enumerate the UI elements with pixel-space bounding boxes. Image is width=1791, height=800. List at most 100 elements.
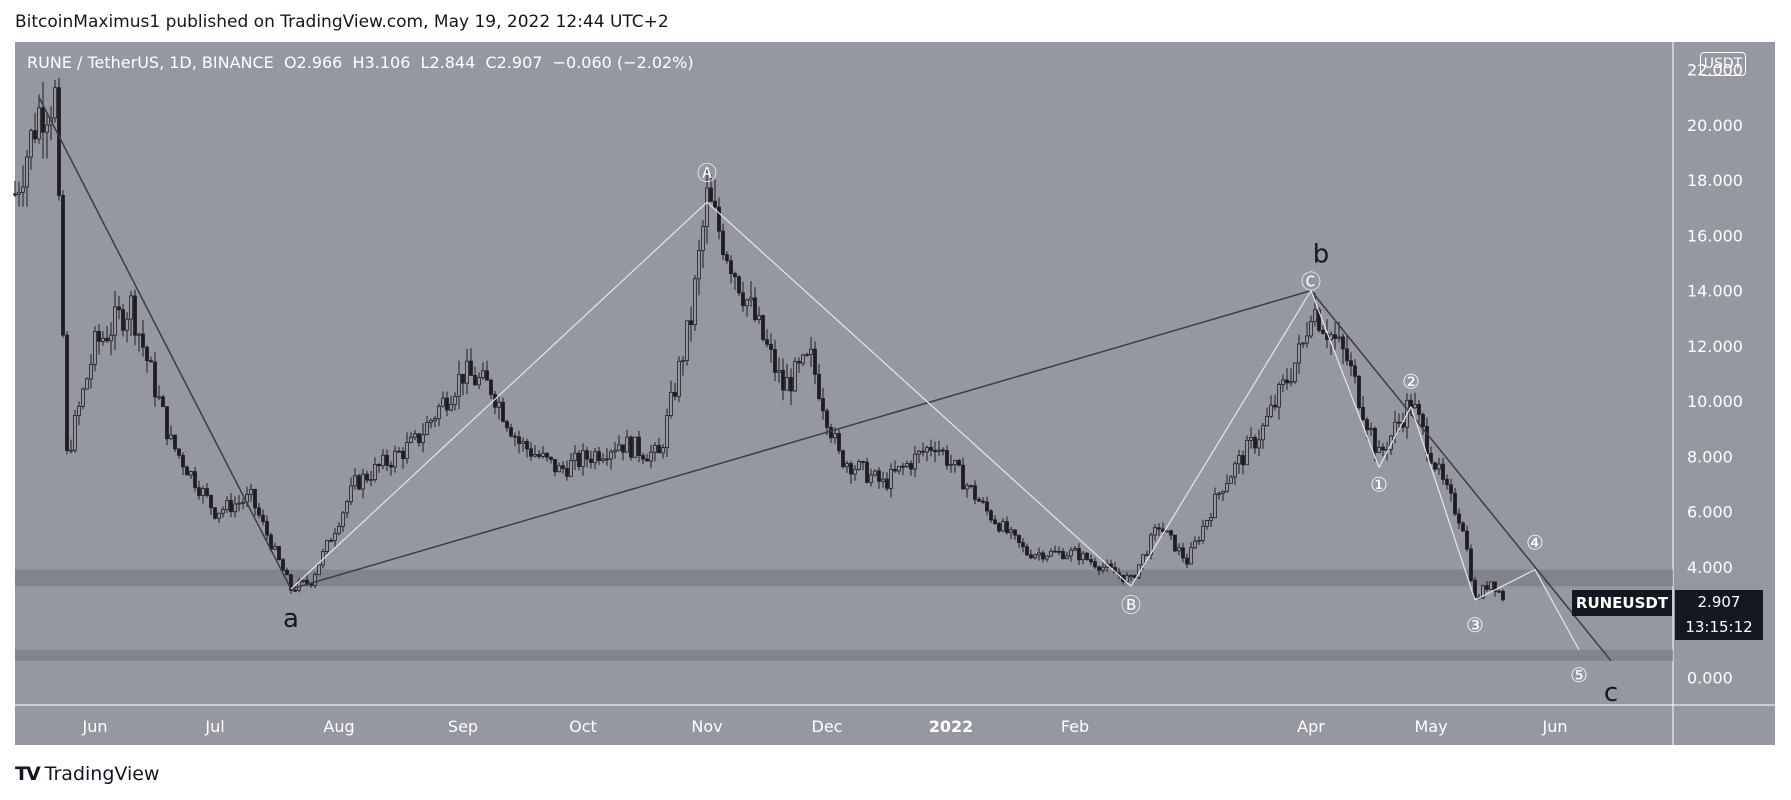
candle-body: [1153, 527, 1157, 536]
candle-body: [889, 468, 893, 489]
candle-body: [281, 559, 285, 571]
candle-body: [841, 450, 845, 468]
candle-body: [1445, 478, 1449, 486]
candle-body: [521, 441, 525, 444]
high-value: 3.106: [364, 53, 411, 72]
candle-body: [633, 436, 637, 458]
candle-body: [289, 574, 293, 591]
candle-body: [137, 333, 141, 336]
candle-body: [489, 379, 493, 395]
candle-body: [941, 449, 945, 452]
candle-body: [637, 436, 641, 456]
candle-body: [1377, 446, 1381, 453]
candle-body: [1217, 492, 1221, 495]
candle-body: [1169, 530, 1173, 536]
candle-body: [981, 500, 985, 503]
candle-body: [1321, 329, 1325, 334]
candle-body: [1149, 534, 1153, 556]
wave-label-c: c: [1604, 678, 1618, 708]
candle-body: [1449, 484, 1453, 494]
x-tick-label: 2022: [929, 717, 974, 736]
candle-body: [809, 348, 813, 356]
y-tick-label: 18.000: [1687, 171, 1743, 190]
candle-body: [209, 494, 213, 509]
candle-body: [533, 454, 537, 457]
candle-body: [45, 124, 49, 133]
candle-body: [725, 254, 729, 262]
candle-body: [1141, 554, 1145, 566]
candle-body: [641, 455, 645, 460]
candle-body: [801, 354, 805, 364]
candle-body: [501, 401, 505, 422]
candle-body: [365, 473, 369, 481]
candle-body: [757, 315, 761, 320]
candle-body: [145, 346, 149, 362]
tradingview-logo[interactable]: 𝗧𝗩 TradingView: [15, 763, 159, 785]
high-label: H: [352, 53, 365, 72]
minor-wave-line: [1534, 569, 1580, 651]
x-tick-label: Sep: [448, 717, 478, 736]
tradingview-icon: 𝗧𝗩: [15, 763, 41, 785]
candle-body: [129, 295, 133, 320]
candle-body: [1061, 551, 1065, 560]
candle-body: [993, 519, 997, 524]
x-tick-label: May: [1414, 717, 1447, 736]
candle-body: [985, 501, 989, 512]
candle-body: [1185, 557, 1189, 565]
candle-body: [837, 433, 841, 452]
y-tick-label: 12.000: [1687, 337, 1743, 356]
candle-body: [821, 398, 825, 412]
candle-body: [965, 485, 969, 490]
candle-body: [1397, 421, 1401, 424]
candle-body: [1369, 427, 1373, 431]
open-value: 2.966: [296, 53, 343, 72]
candle-body: [1237, 455, 1241, 465]
candle-body: [113, 306, 117, 336]
candle-body: [897, 465, 901, 472]
low-label: L: [420, 53, 430, 72]
candle-body: [749, 297, 753, 301]
candle-body: [461, 373, 465, 384]
candle-body: [589, 458, 593, 463]
wave-circle-label: Ⓐ: [697, 161, 717, 185]
candle-body: [1025, 546, 1029, 556]
candle-body: [65, 334, 69, 451]
candle-body: [1349, 360, 1353, 367]
candle-body: [925, 447, 929, 453]
candle-body: [369, 479, 373, 482]
candle-body: [325, 540, 329, 552]
candle-body: [1305, 335, 1309, 344]
candle-body: [1157, 527, 1161, 530]
candle-body: [313, 574, 317, 586]
candle-body: [53, 87, 57, 119]
candle-body: [77, 405, 81, 416]
candle-body: [165, 406, 169, 440]
wave-circle-label: ①: [1370, 472, 1388, 496]
candle-body: [481, 370, 485, 379]
candle-body: [1241, 455, 1245, 466]
candle-body: [157, 396, 161, 399]
candle-body: [181, 454, 185, 468]
candle-body: [721, 230, 725, 256]
bar-countdown: 13:15:12: [1685, 618, 1753, 636]
candle-body: [409, 436, 413, 443]
candle-body: [345, 501, 349, 514]
candle-body: [645, 458, 649, 462]
candle-body: [1293, 362, 1297, 382]
candle-body: [469, 360, 473, 376]
candle-body: [293, 589, 297, 592]
candle-body: [1097, 566, 1101, 571]
candle-body: [353, 475, 357, 487]
candle-body: [673, 391, 677, 397]
candle-body: [873, 470, 877, 476]
candle-body: [153, 361, 157, 398]
candle-body: [737, 276, 741, 294]
wave-circle-label: Ⓑ: [1121, 593, 1141, 617]
candle-body: [777, 369, 781, 373]
candle-body: [301, 579, 305, 582]
candle-body: [1361, 406, 1365, 421]
currency-badge[interactable]: USDT: [1700, 52, 1746, 76]
candle-body: [761, 315, 765, 340]
